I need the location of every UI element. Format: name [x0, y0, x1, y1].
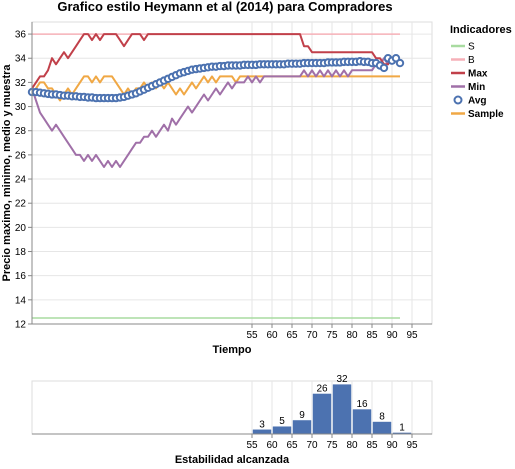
avg-point	[379, 63, 389, 73]
x-tick-label: 60	[266, 330, 278, 341]
y-tick-label: 32	[15, 78, 27, 89]
histogram-bar-label: 9	[299, 410, 305, 421]
main-series	[27, 33, 405, 319]
x-tick-label: 70	[306, 330, 318, 341]
histogram-bar	[352, 408, 372, 435]
y-tick-label: 14	[15, 295, 27, 306]
y-tick-label: 34	[15, 54, 27, 65]
main-y-axis: 12 14 16 18 20 22 24 26 28 30 32 34 36	[15, 22, 33, 331]
histogram-plot: 3 5 9 26 32 16 8 1 55 60 65 70 75 80 85 90 95 Estabilid…	[31, 374, 433, 466]
legend-label: Sample	[468, 109, 504, 120]
y-tick-label: 28	[15, 126, 27, 137]
legend: Indicadores SB Max Min Avg Sample	[450, 24, 512, 120]
y-tick-label: 30	[15, 102, 27, 113]
hist-x-tick-label: 60	[266, 440, 278, 451]
hist-x-tick-label: 90	[386, 440, 398, 451]
histogram-bar-label: 5	[279, 416, 285, 427]
chart-title: Grafico estilo Heymann et al (2014) para…	[57, 0, 392, 14]
histogram-bar-label: 3	[259, 419, 265, 430]
legend-swatch	[453, 95, 463, 105]
histogram-x-axis-title: Estabilidad alcanzada	[175, 454, 290, 466]
legend-item-b: B	[451, 55, 475, 66]
histogram-bar-label: 32	[336, 374, 348, 385]
avg-point	[395, 58, 405, 68]
y-tick-label: 18	[15, 247, 27, 258]
y-tick-label: 22	[15, 199, 27, 210]
series-min-line	[31, 57, 401, 168]
histogram-bar	[332, 383, 352, 435]
main-plot: 12 14 16 18 20 22 24 26 28 30 32 34 36 55 60 65 70 75 80 8…	[1, 21, 433, 356]
histogram-bar-label: 8	[379, 412, 385, 423]
x-tick-label: 90	[386, 330, 398, 341]
main-y-axis-title: Precio maximo, minimo, medio y muestra	[1, 64, 13, 282]
histogram-bar-label: 16	[356, 399, 368, 410]
histogram-bar	[312, 393, 332, 435]
legend-label: Min	[468, 82, 485, 93]
x-tick-label: 95	[406, 330, 418, 341]
legend-entries: SB Max Min Avg Sample	[451, 42, 504, 120]
histogram-bar	[292, 419, 312, 435]
main-x-axis: 55 60 65 70 75 80 85 90 95	[32, 323, 432, 341]
legend-label: Avg	[468, 96, 487, 107]
main-plot-area	[31, 21, 433, 325]
y-tick-label: 24	[15, 175, 27, 186]
histogram-bar	[272, 425, 292, 435]
y-tick-label: 12	[15, 320, 27, 331]
legend-item-avg: Avg	[453, 95, 487, 107]
x-tick-label: 65	[286, 330, 298, 341]
main-x-axis-title: Tiempo	[213, 344, 252, 356]
x-tick-label: 75	[326, 330, 338, 341]
series-max-line	[31, 33, 401, 89]
histogram-bar-label: 1	[399, 422, 405, 433]
legend-item-sample: Sample	[451, 109, 504, 120]
histogram-grid	[251, 381, 413, 434]
histogram-bar-label: 26	[316, 383, 328, 394]
histogram-x-axis: 55 60 65 70 75 80 85 90 95	[32, 433, 432, 451]
x-tick-label: 80	[346, 330, 358, 341]
series-sample-line	[31, 75, 400, 102]
legend-item-s: S	[451, 42, 475, 53]
y-tick-label: 16	[15, 271, 27, 282]
legend-title: Indicadores	[450, 24, 512, 36]
hist-x-tick-label: 70	[306, 440, 318, 451]
hist-x-tick-label: 65	[286, 440, 298, 451]
histogram-bar	[372, 421, 392, 435]
legend-label: Max	[468, 69, 488, 80]
hist-x-tick-label: 80	[346, 440, 358, 451]
legend-label: B	[468, 55, 475, 66]
y-tick-label: 36	[15, 30, 27, 41]
x-tick-label: 55	[246, 330, 258, 341]
hist-x-tick-label: 85	[366, 440, 378, 451]
y-tick-label: 20	[15, 223, 27, 234]
hist-x-tick-label: 55	[246, 440, 258, 451]
hist-x-tick-label: 75	[326, 440, 338, 451]
x-tick-label: 85	[366, 330, 378, 341]
histogram-bars: 3 5 9 26 32 16 8 1	[252, 374, 412, 435]
series-avg-points	[27, 54, 405, 103]
legend-item-max: Max	[451, 69, 488, 80]
hist-x-tick-label: 95	[406, 440, 418, 451]
y-tick-label: 26	[15, 150, 27, 161]
legend-label: S	[468, 42, 475, 53]
legend-item-min: Min	[451, 82, 485, 93]
